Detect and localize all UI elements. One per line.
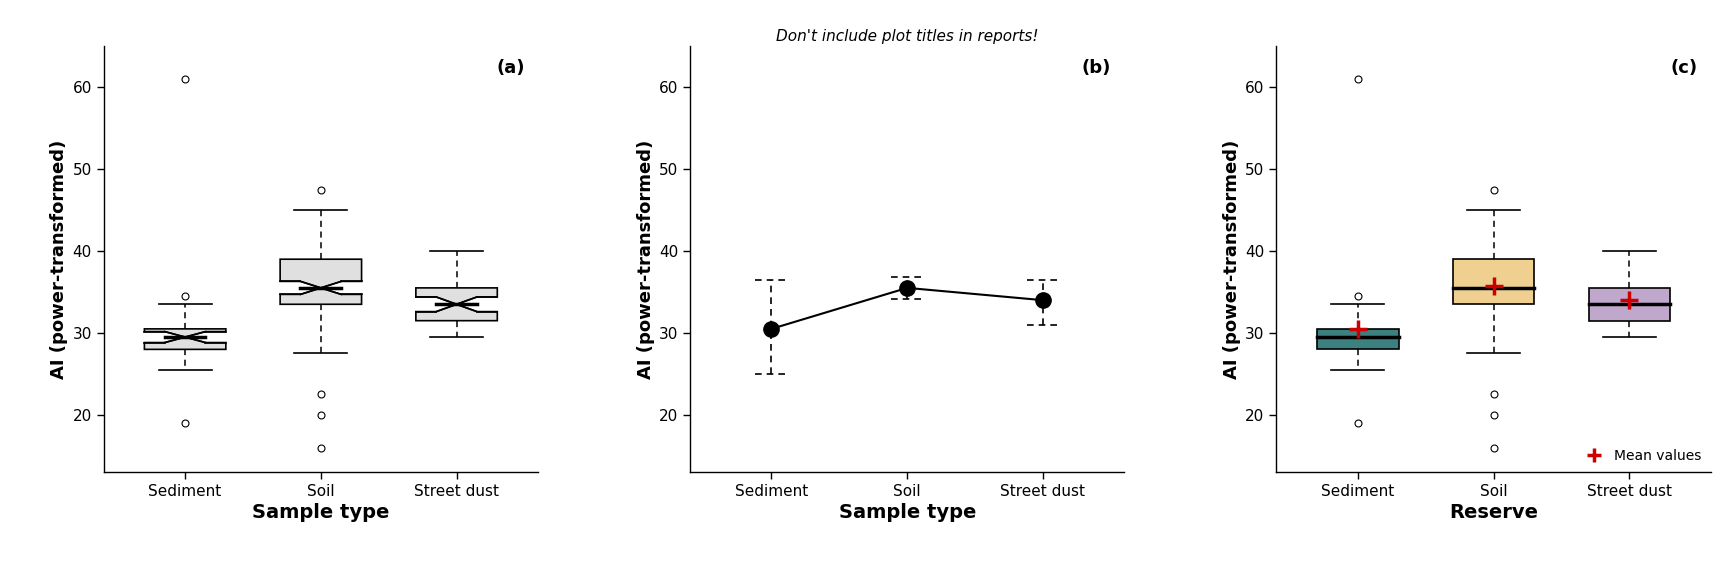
Bar	[1453, 259, 1534, 304]
Legend: Mean values: Mean values	[1578, 446, 1704, 465]
Text: (a): (a)	[496, 59, 525, 77]
X-axis label: Sample type: Sample type	[252, 503, 389, 522]
Y-axis label: AI (power-transformed): AI (power-transformed)	[1223, 139, 1241, 379]
Polygon shape	[416, 304, 498, 321]
Y-axis label: AI (power-transformed): AI (power-transformed)	[50, 139, 69, 379]
Polygon shape	[145, 329, 226, 337]
X-axis label: Sample type: Sample type	[838, 503, 976, 522]
Polygon shape	[416, 288, 498, 304]
Text: (b): (b)	[1082, 59, 1111, 77]
Polygon shape	[280, 259, 361, 288]
Polygon shape	[145, 337, 226, 350]
Text: (c): (c)	[1671, 59, 1697, 77]
Polygon shape	[280, 288, 361, 304]
Y-axis label: AI (power-transformed): AI (power-transformed)	[636, 139, 655, 379]
Title: Don't include plot titles in reports!: Don't include plot titles in reports!	[776, 29, 1039, 44]
X-axis label: Reserve: Reserve	[1450, 503, 1538, 522]
Bar	[1588, 288, 1669, 321]
Bar	[1317, 329, 1398, 350]
